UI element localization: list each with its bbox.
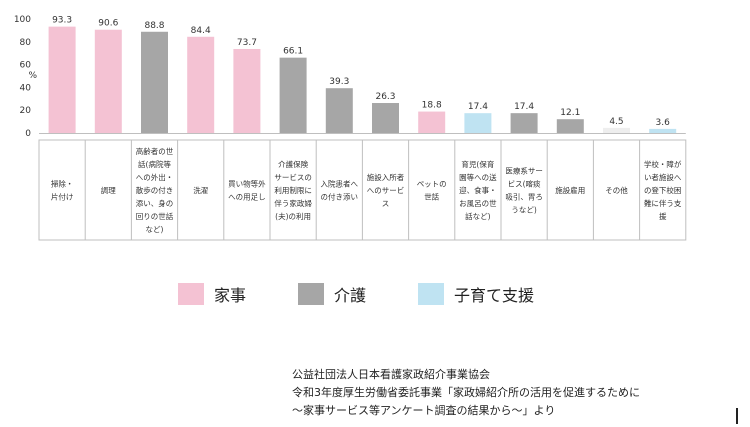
bar-chart: 0 20 40 60 80 100% 93.3 90.6 88.8 84.4 73.7 66.1 39… — [14, 15, 687, 241]
y-tick-label: 0 — [25, 129, 31, 139]
bar-value-label: 66.1 — [283, 47, 303, 57]
bar — [603, 127, 630, 133]
bar — [48, 26, 76, 133]
y-unit-label: % — [28, 71, 37, 81]
bar — [556, 119, 584, 133]
source-note: 公益社団法人日本看護家政紹介事業協会 令和3年度厚生労働省委託事業「家政婦紹介所… — [292, 366, 640, 420]
bars-group — [39, 26, 686, 134]
bar-value-label: 17.4 — [514, 102, 534, 112]
legend-swatch-childcare — [418, 283, 445, 305]
category-label: 掃除・片付け — [51, 179, 74, 202]
bar — [94, 29, 122, 133]
y-axis: 0 20 40 60 80 100% — [14, 15, 38, 139]
category-label: 介護保険サービスの利用制限に伴う家政婦(夫)の利用 — [274, 159, 312, 221]
legend: 家事 介護 子育て支援 — [178, 282, 586, 306]
legend-swatch-care — [298, 283, 325, 305]
bar — [418, 111, 446, 133]
legend-item-care: 介護 — [298, 282, 366, 306]
legend-label-care: 介護 — [334, 286, 367, 305]
bar — [279, 57, 307, 134]
category-label: 入院患者への付き添い — [321, 179, 359, 202]
y-tick-label: 20 — [20, 106, 32, 116]
category-label: 医療系サービス(喀痰吸引、胃ろうなど) — [505, 166, 543, 215]
bar-value-label: 88.8 — [144, 21, 164, 31]
bar — [141, 31, 168, 134]
y-tick-label: 40 — [20, 83, 32, 93]
category-label: その他 — [605, 185, 628, 195]
bar-value-label: 17.4 — [468, 102, 488, 112]
y-tick-label: 100 — [14, 15, 31, 25]
legend-label-housework: 家事 — [214, 286, 247, 305]
bar-value-label: 90.6 — [98, 19, 118, 29]
category-label: 施設雇用 — [555, 185, 585, 195]
bar-value-label: 4.5 — [609, 117, 623, 127]
category-label: 洗濯 — [193, 185, 208, 195]
legend-item-housework: 家事 — [178, 282, 246, 306]
value-labels-group: 93.3 90.6 88.8 84.4 73.7 66.1 39.3 26.3 18.8 17.4… — [52, 16, 670, 128]
category-table: 掃除・片付け 調理 高齢者の世話(病院等への外出・散歩の付き添い、身の回りの世話など… — [38, 139, 687, 241]
y-tick-label: 80 — [20, 38, 32, 48]
bar-value-label: 93.3 — [52, 16, 72, 26]
bar — [649, 128, 677, 133]
y-tick-label: 60 — [20, 61, 32, 71]
bar — [510, 113, 538, 133]
legend-label-childcare: 子育て支援 — [454, 286, 535, 305]
source-line-2: 令和3年度厚生労働省委託事業「家政婦紹介所の活用を促進するために — [292, 386, 640, 399]
bar — [325, 88, 353, 133]
category-label: 施設入所者へのサービス — [367, 172, 405, 208]
bar-value-label: 73.7 — [237, 38, 257, 48]
bar — [372, 103, 399, 133]
bar-value-label: 26.3 — [375, 92, 395, 102]
legend-item-childcare: 子育て支援 — [418, 282, 534, 306]
category-label: 調理 — [101, 185, 116, 195]
category-label: 高齢者の世話(病院等への外出・散歩の付き添い、身の回りの世話など) — [136, 146, 174, 234]
text-cursor — [736, 408, 738, 424]
bar-value-label: 18.8 — [422, 101, 442, 111]
legend-swatch-housework — [178, 283, 204, 305]
category-label: ペットの世話 — [417, 180, 447, 202]
bar-value-label: 12.1 — [560, 108, 580, 118]
category-label: 育児(保育園等への送迎、食事・お風呂の世話など) — [459, 159, 497, 221]
bar-value-label: 39.3 — [329, 77, 349, 87]
category-label: 買い物等外への用足し — [228, 179, 266, 202]
category-label: 学校・障がい者施設への登下校困難に伴う支援 — [644, 159, 682, 221]
bar — [187, 36, 215, 134]
source-line-1: 公益社団法人日本看護家政紹介事業協会 — [292, 368, 490, 381]
bar-value-label: 3.6 — [656, 118, 671, 128]
source-line-3: ～家事サービス等アンケート調査の結果から～」より — [292, 404, 556, 417]
bar — [233, 48, 261, 134]
bar — [464, 113, 492, 133]
bar-value-label: 84.4 — [191, 26, 211, 36]
